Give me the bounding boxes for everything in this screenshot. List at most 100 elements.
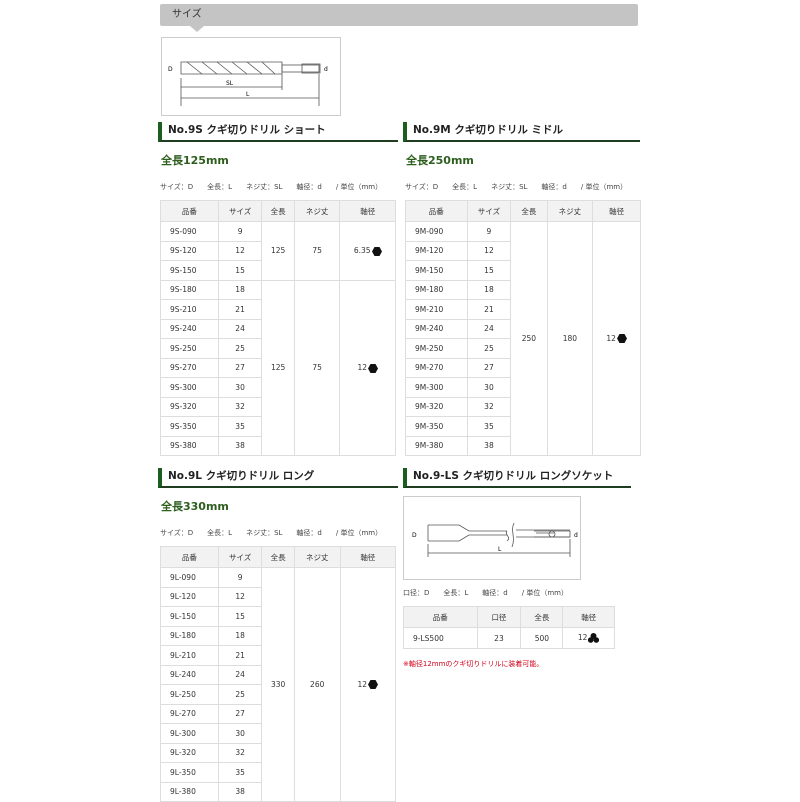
hex-icon <box>368 680 379 690</box>
product-code: 9S-210 <box>160 299 219 320</box>
table-header-row: 品番 サイズ 全長 ネジ丈 軸径 <box>160 200 396 222</box>
section-title: No.9S クギ切りドリル ショート <box>158 122 398 142</box>
section-9l: No.9L クギ切りドリル ロング 全長330mm サイズ：D 全長：L ネジ丈：S… <box>158 468 398 802</box>
table-row: 9S-350 35 <box>160 416 396 437</box>
label-D: D <box>168 66 173 73</box>
hex-icon <box>367 363 378 373</box>
hex-icon <box>371 246 382 256</box>
product-code: 9M-240 <box>405 318 468 339</box>
total-length-heading: 全長250mm <box>406 154 474 167</box>
product-code: 9M-120 <box>405 240 468 261</box>
total-length-cell: 330 <box>261 567 295 802</box>
unit-legend: サイズ：D 全長：L ネジ丈：SL 軸径：d / 単位（mm） <box>405 183 628 191</box>
hex-icon <box>616 334 627 344</box>
column-header: 軸径 <box>339 200 396 222</box>
size-cell: 21 <box>466 299 512 320</box>
section-9m: No.9M クギ切りドリル ミドル全長250mm サイズ：D 全長：L ネジ丈：S… <box>403 122 641 456</box>
column-header: 品番 <box>160 200 219 222</box>
column-header: 全長 <box>261 546 295 568</box>
size-cell: 9 <box>466 221 512 242</box>
size-cell: 24 <box>217 318 263 339</box>
section-title: No.9M クギ切りドリル ミドル <box>403 122 640 142</box>
section-9s: No.9S クギ切りドリル ショート 全長125mm サイズ：D 全長：L ネジ丈：… <box>158 122 398 456</box>
table-row: 9L-090 9 330 260 12 <box>160 567 397 802</box>
table-row: 9M-120 12 <box>405 240 641 261</box>
product-code: 9S-270 <box>160 357 219 378</box>
product-code: 9-LS500 <box>403 627 478 649</box>
table-row: 9L-150 15 <box>160 606 396 627</box>
table-row: 9M-090 9 250 180 12 <box>405 221 641 456</box>
size-cell: 9 <box>217 567 263 588</box>
shaft-value: 6.35 <box>353 246 371 255</box>
unit-legend: 口径：D 全長：L 軸径：d / 単位（mm） <box>403 589 568 597</box>
product-code: 9S-180 <box>160 279 219 300</box>
size-cell: 30 <box>217 723 263 744</box>
product-code: 9L-270 <box>160 703 219 724</box>
column-header: ネジ丈 <box>293 546 341 568</box>
shaft-value: 12 <box>577 633 588 642</box>
size-cell: 15 <box>217 606 263 627</box>
label-d: d <box>324 66 328 73</box>
spec-table: 品番 サイズ 全長 ネジ丈 軸径 9M-090 9 250 180 12 9M-120 12 9M-15… <box>405 200 641 456</box>
section-title: No.9L クギ切りドリル ロング <box>158 468 398 488</box>
product-code: 9M-150 <box>405 260 468 281</box>
column-header: 品番 <box>160 546 219 568</box>
table-row: 9M-380 38 <box>405 435 641 456</box>
product-code: 9S-380 <box>160 435 219 456</box>
column-header: 軸径 <box>592 200 641 222</box>
shaft-value: 12 <box>606 333 616 343</box>
product-code: 9L-240 <box>160 664 219 685</box>
table-row: 9S-240 24 <box>160 318 396 339</box>
total-length-cell: 500 <box>520 627 564 649</box>
shaft-diameter-cell: 12 <box>339 279 396 456</box>
product-code: 9L-210 <box>160 645 219 666</box>
column-header: 品番 <box>403 606 478 628</box>
thread-length-cell: 180 <box>546 221 594 456</box>
compat-note: ※軸径12mmのクギ切りドリルに装着可能。 <box>403 660 544 668</box>
table-row: 9M-320 32 <box>405 396 641 417</box>
product-code: 9S-240 <box>160 318 219 339</box>
thread-length-cell: 75 <box>293 279 341 456</box>
table-row: 9S-180 18 125 75 12 <box>160 279 396 456</box>
table-row: 9S-150 15 <box>160 260 396 281</box>
product-code: 9L-300 <box>160 723 219 744</box>
size-cell: 18 <box>217 625 263 646</box>
product-code: 9S-250 <box>160 338 219 359</box>
product-code: 9M-350 <box>405 416 468 437</box>
size-cell: 35 <box>466 416 512 437</box>
table-row: 9S-300 30 <box>160 377 396 398</box>
column-header: ネジ丈 <box>293 200 341 222</box>
label-D: D <box>412 532 417 539</box>
size-cell: 32 <box>466 396 512 417</box>
table-row: 9L-380 38 <box>160 781 396 802</box>
table-row: 9L-240 24 <box>160 664 396 685</box>
column-header: サイズ <box>217 200 263 222</box>
column-header: サイズ <box>217 546 263 568</box>
table-row: 9M-300 30 <box>405 377 641 398</box>
total-length-cell: 250 <box>510 221 548 456</box>
column-header: 全長 <box>510 200 548 222</box>
table-row: 9M-250 25 <box>405 338 641 359</box>
size-cell: 38 <box>217 781 263 802</box>
shaft-value: 12 <box>357 679 368 689</box>
table-row: 9M-180 18 <box>405 279 641 300</box>
size-cell: 32 <box>217 742 263 763</box>
label-L: L <box>246 91 250 98</box>
spec-table: 品番 口径 全長 軸径 9-LS500 23 500 12 <box>403 606 615 649</box>
socket-dimension-drawing: D d L <box>412 522 578 557</box>
product-code: 9L-250 <box>160 684 219 705</box>
size-cell: 12 <box>466 240 512 261</box>
product-code: 9M-090 <box>405 221 468 242</box>
drill-diagram: D d SL L <box>161 37 341 116</box>
size-cell: 38 <box>466 435 512 456</box>
size-cell: 15 <box>217 260 263 281</box>
size-cell: 25 <box>217 338 263 359</box>
total-length-cell: 125 <box>261 279 295 456</box>
size-cell: 24 <box>217 664 263 685</box>
column-header: 軸径 <box>339 546 397 568</box>
label-SL: SL <box>226 80 234 87</box>
table-row: 9L-180 18 <box>160 625 396 646</box>
product-code: 9S-320 <box>160 396 219 417</box>
product-code: 9S-090 <box>160 221 219 242</box>
size-cell: 25 <box>217 684 263 705</box>
